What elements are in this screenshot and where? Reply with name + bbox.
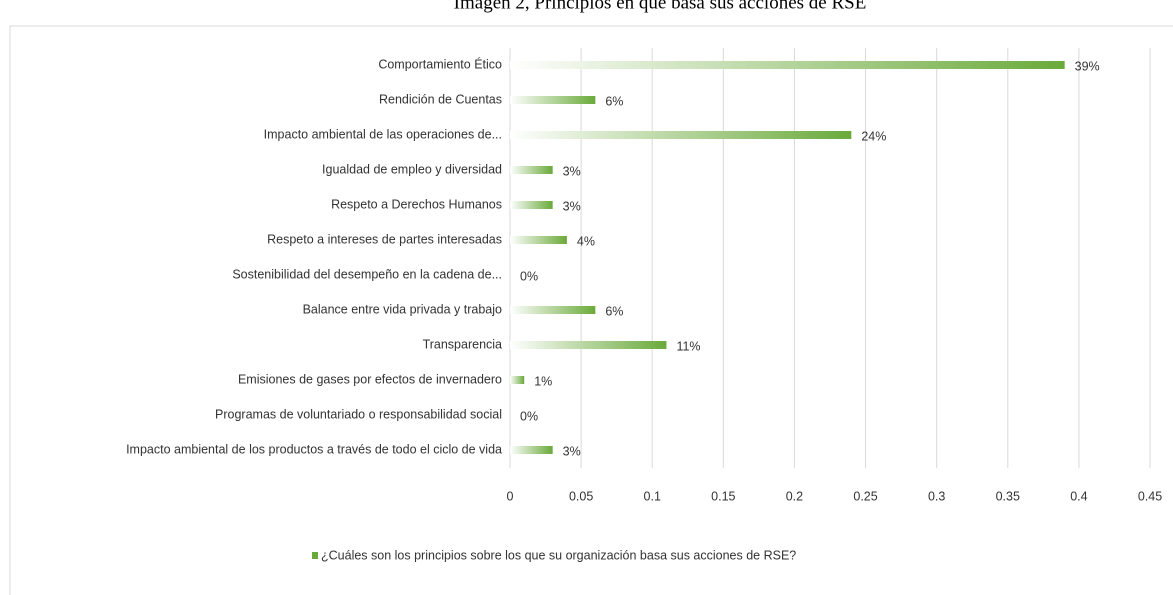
y-tick-label: Transparencia — [423, 337, 502, 351]
y-tick-label: Sostenibilidad del desempeño en la caden… — [232, 267, 502, 281]
x-tick-label: 0.05 — [569, 489, 593, 503]
bar — [510, 166, 553, 174]
chart-title: Imagen 2, Principios en que basa sus acc… — [454, 0, 867, 13]
data-label: 3% — [563, 199, 581, 213]
x-tick-label: 0 — [507, 489, 514, 503]
data-label: 39% — [1075, 59, 1100, 73]
bar — [510, 201, 553, 209]
data-label: 0% — [520, 269, 538, 283]
x-tick-label: 0.1 — [644, 489, 661, 503]
bar — [510, 236, 567, 244]
y-tick-label: Respeto a intereses de partes interesada… — [267, 232, 502, 246]
y-tick-label: Impacto ambiental de los productos a tra… — [126, 442, 502, 456]
data-label: 3% — [563, 164, 581, 178]
y-tick-label: Emisiones de gases por efectos de invern… — [238, 372, 502, 386]
bar — [510, 376, 525, 384]
y-tick-label: Comportamiento Ético — [378, 56, 502, 71]
data-label: 24% — [861, 129, 886, 143]
x-tick-label: 0.4 — [1070, 489, 1087, 503]
data-label: 0% — [520, 409, 538, 423]
x-tick-label: 0.2 — [786, 489, 803, 503]
bar — [510, 96, 596, 104]
legend-swatch — [312, 552, 318, 559]
bar — [510, 306, 596, 314]
x-tick-label: 0.45 — [1138, 489, 1162, 503]
y-tick-label: Igualdad de empleo y diversidad — [322, 162, 502, 176]
x-tick-label: 0.35 — [996, 489, 1020, 503]
bar — [510, 61, 1065, 69]
data-label: 6% — [605, 304, 623, 318]
legend-label: ¿Cuáles son los principios sobre los que… — [321, 548, 796, 562]
y-tick-label: Respeto a Derechos Humanos — [331, 197, 502, 211]
data-label: 4% — [577, 234, 595, 248]
bar — [510, 446, 553, 454]
data-label: 1% — [534, 374, 552, 388]
x-tick-label: 0.15 — [711, 489, 735, 503]
chart-border — [9, 25, 1173, 595]
y-tick-label: Programas de voluntariado o responsabili… — [215, 407, 502, 421]
data-label: 11% — [676, 339, 700, 353]
bar — [510, 341, 667, 349]
bar — [510, 131, 852, 139]
y-tick-label: Balance entre vida privada y trabajo — [303, 302, 502, 316]
y-tick-label: Impacto ambiental de las operaciones de.… — [264, 127, 502, 141]
data-label: 6% — [605, 94, 623, 108]
x-tick-label: 0.25 — [853, 489, 877, 503]
data-label: 3% — [563, 444, 581, 458]
x-tick-label: 0.3 — [928, 489, 945, 503]
y-tick-label: Rendición de Cuentas — [379, 92, 502, 106]
